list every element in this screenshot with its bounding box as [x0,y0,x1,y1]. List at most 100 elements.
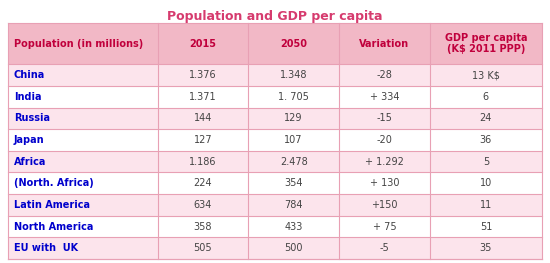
Bar [430,108,542,129]
Bar [157,108,248,129]
Bar [339,86,430,108]
Bar [339,151,430,173]
Bar [248,151,339,173]
Bar [157,173,248,194]
Bar [157,86,248,108]
Bar [157,237,248,259]
Text: Variation: Variation [359,39,410,49]
Bar [248,64,339,86]
Text: 634: 634 [194,200,212,210]
Bar [157,151,248,173]
Bar [248,216,339,237]
Bar [8,216,157,237]
Text: 144: 144 [194,113,212,123]
Text: + 1.292: + 1.292 [365,157,404,167]
Bar [157,129,248,151]
Bar [430,129,542,151]
Text: 784: 784 [284,200,303,210]
Text: Russia: Russia [14,113,50,123]
Bar [430,23,542,64]
Text: 5: 5 [483,157,489,167]
Bar [430,64,542,86]
Text: -28: -28 [377,70,392,80]
Bar [339,64,430,86]
Bar [157,23,248,64]
Text: 1.348: 1.348 [280,70,307,80]
Text: -20: -20 [377,135,392,145]
Text: 1.376: 1.376 [189,70,217,80]
Text: + 75: + 75 [373,221,397,231]
Bar [8,108,157,129]
Text: 129: 129 [284,113,303,123]
Bar [8,64,157,86]
Text: 500: 500 [284,243,303,253]
Text: 358: 358 [194,221,212,231]
Bar [430,86,542,108]
Text: 354: 354 [284,178,303,188]
Bar [8,237,157,259]
Text: 1.371: 1.371 [189,92,217,102]
Text: 2015: 2015 [189,39,216,49]
Bar [339,173,430,194]
Bar [8,86,157,108]
Text: China: China [14,70,45,80]
Text: -5: -5 [379,243,389,253]
Text: 224: 224 [194,178,212,188]
Bar [8,194,157,216]
Bar [430,194,542,216]
Text: 1. 705: 1. 705 [278,92,309,102]
Bar [430,237,542,259]
Text: 107: 107 [284,135,303,145]
Text: -15: -15 [377,113,392,123]
Text: Japan: Japan [14,135,45,145]
Bar [248,194,339,216]
Text: + 130: + 130 [370,178,399,188]
Bar [8,173,157,194]
Text: 2.478: 2.478 [280,157,307,167]
Text: 13 K$: 13 K$ [472,70,500,80]
Bar [8,129,157,151]
Text: 10: 10 [480,178,492,188]
Text: EU with  UK: EU with UK [14,243,78,253]
Text: India: India [14,92,41,102]
Bar [339,194,430,216]
Text: 51: 51 [480,221,492,231]
Text: 1.186: 1.186 [189,157,217,167]
Text: Africa: Africa [14,157,46,167]
Text: 127: 127 [194,135,212,145]
Text: 433: 433 [284,221,303,231]
Text: GDP per capita
(K$ 2011 PPP): GDP per capita (K$ 2011 PPP) [445,33,527,54]
Text: 11: 11 [480,200,492,210]
Bar [248,108,339,129]
Text: Latin America: Latin America [14,200,90,210]
Bar [430,216,542,237]
Text: 6: 6 [483,92,489,102]
Bar [248,129,339,151]
Bar [157,194,248,216]
Bar [430,173,542,194]
Bar [339,129,430,151]
Text: North America: North America [14,221,94,231]
Text: (North. Africa): (North. Africa) [14,178,94,188]
Text: 2050: 2050 [280,39,307,49]
Bar [339,23,430,64]
Bar [339,237,430,259]
Bar [248,23,339,64]
Text: Population (in millions): Population (in millions) [14,39,143,49]
Text: 24: 24 [480,113,492,123]
Bar [248,237,339,259]
Text: 505: 505 [194,243,212,253]
Bar [430,151,542,173]
Bar [248,86,339,108]
Bar [157,216,248,237]
Text: +150: +150 [371,200,398,210]
Bar [8,151,157,173]
Bar [157,64,248,86]
Text: 36: 36 [480,135,492,145]
Text: 35: 35 [480,243,492,253]
Text: Population and GDP per capita: Population and GDP per capita [167,10,383,23]
Bar [339,108,430,129]
Bar [248,173,339,194]
Bar [8,23,157,64]
Bar [339,216,430,237]
